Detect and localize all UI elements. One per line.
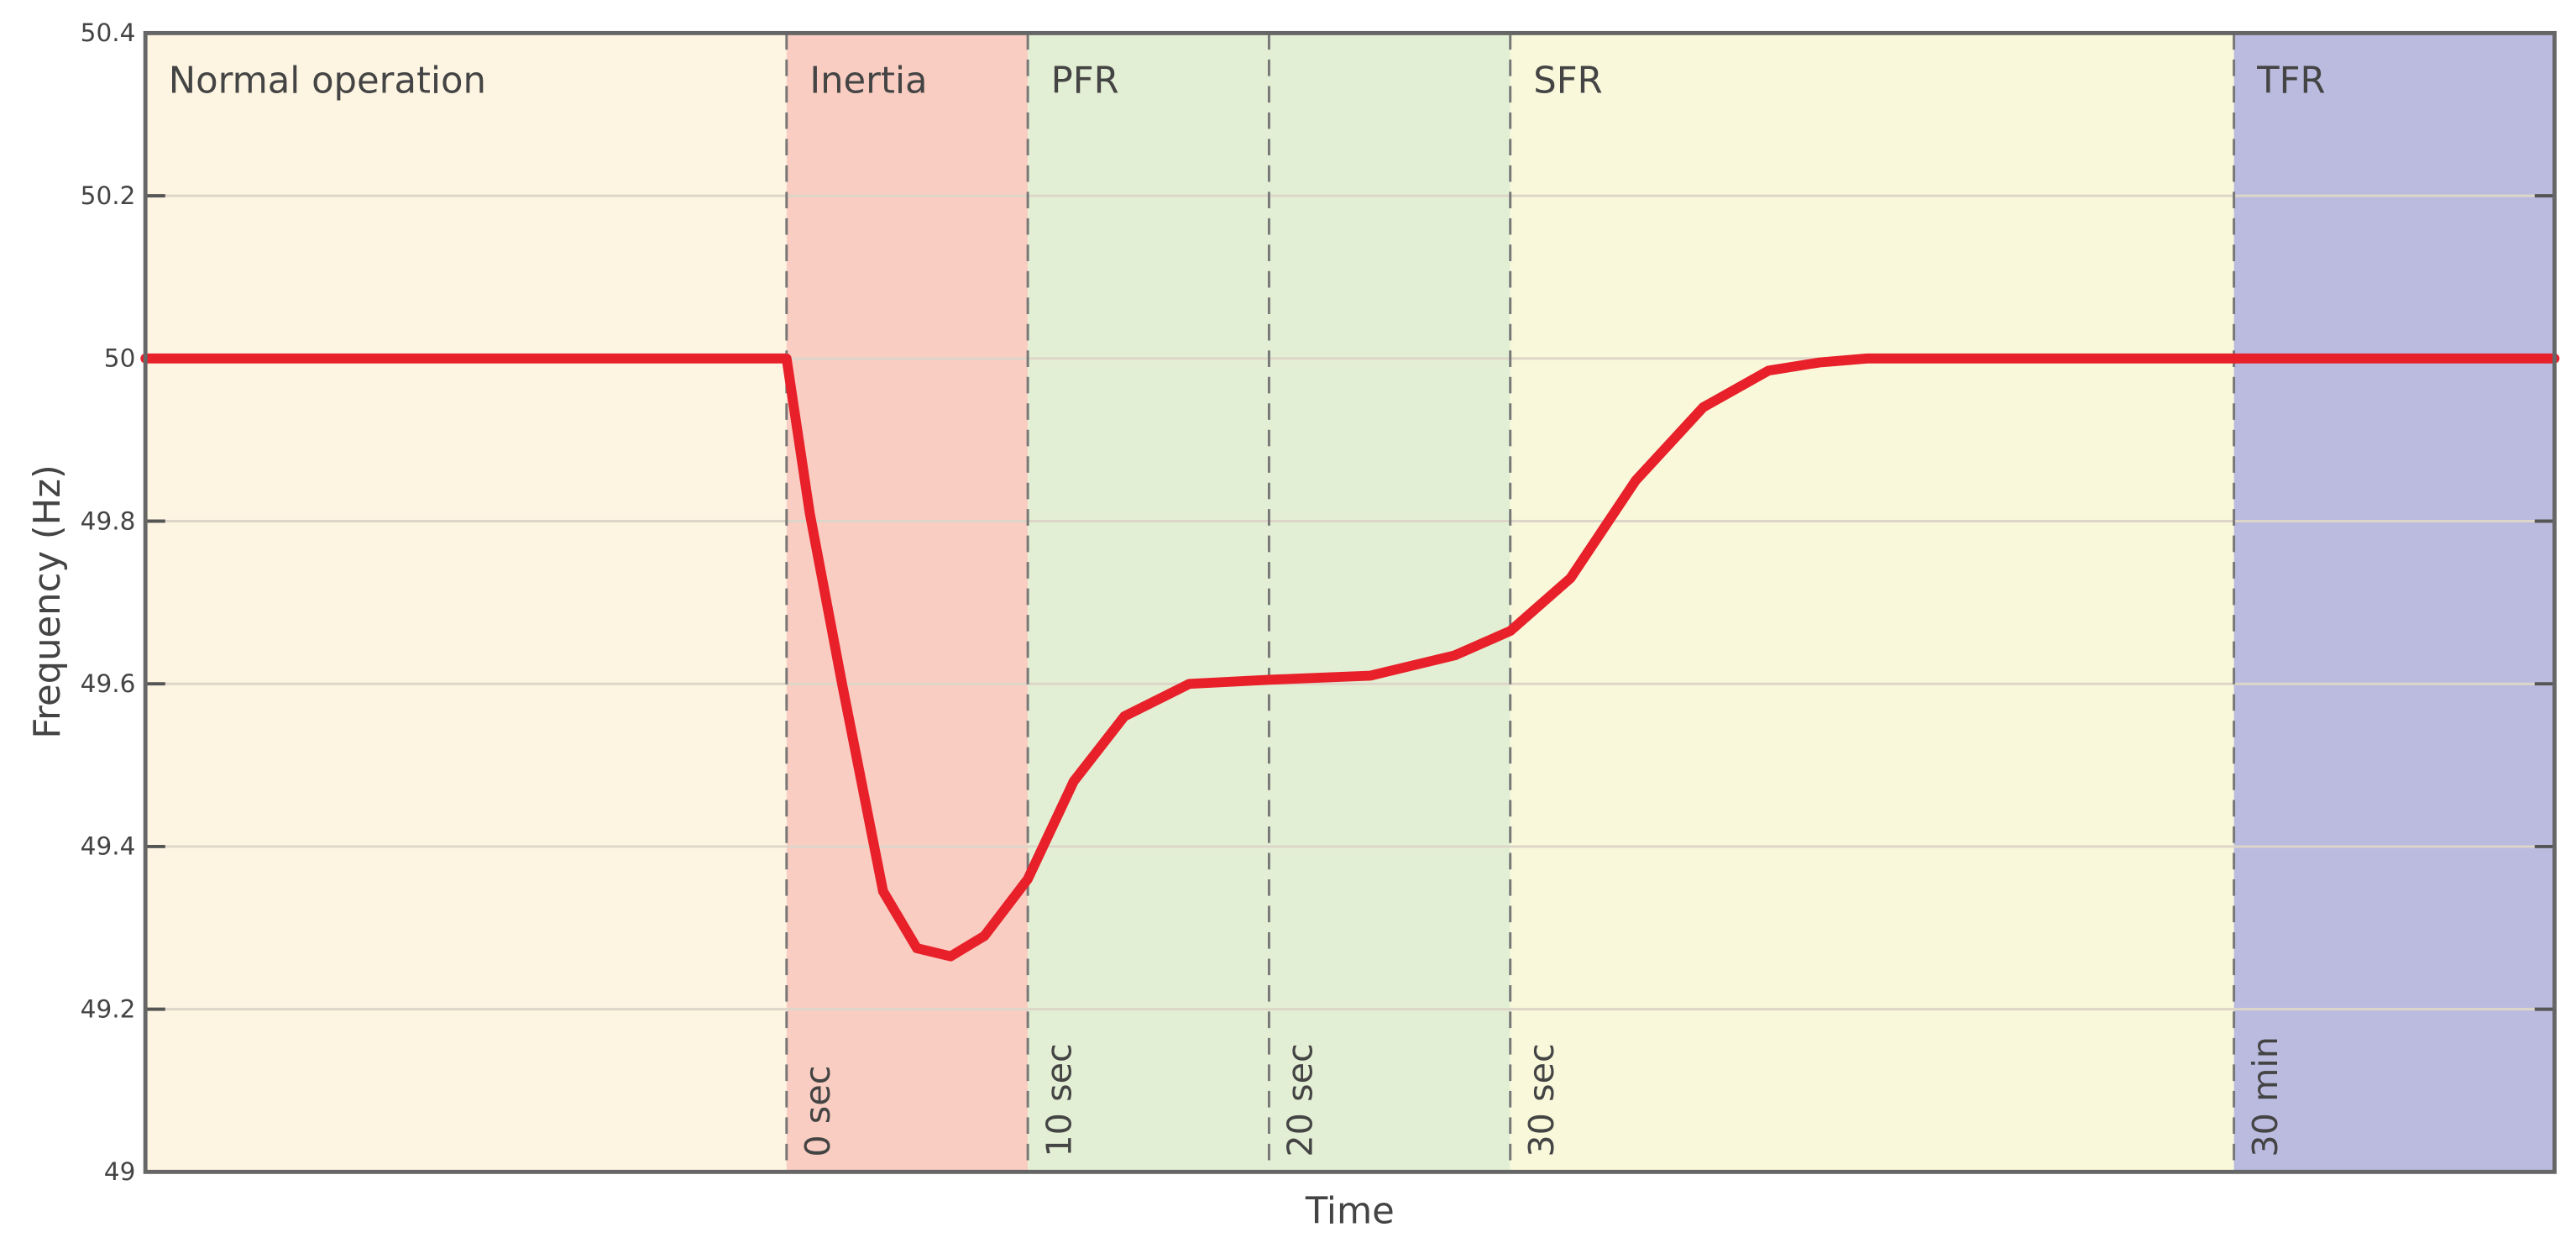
y-tick-label: 49 (104, 1157, 136, 1186)
region (1510, 33, 2234, 1172)
marker-label: 30 min (2245, 1036, 2285, 1157)
marker-label: 10 sec (1039, 1043, 1079, 1156)
y-tick-label: 49.2 (81, 994, 136, 1023)
x-axis-label: Time (1305, 1190, 1395, 1232)
region (2233, 33, 2555, 1172)
marker-label: 30 sec (1521, 1043, 1562, 1156)
region-label: PFR (1051, 60, 1119, 102)
marker-label: 20 sec (1280, 1043, 1321, 1156)
region-label: Normal operation (169, 60, 486, 102)
y-tick-label: 50 (104, 344, 136, 373)
y-tick-label: 50.4 (81, 18, 136, 47)
region (145, 33, 787, 1172)
region-label: Inertia (809, 60, 927, 102)
y-tick-label: 49.8 (81, 506, 136, 535)
y-axis-label: Frequency (Hz) (27, 464, 69, 738)
region-label: TFR (2256, 60, 2325, 102)
plot-frame (143, 30, 2557, 1174)
y-tick-label: 49.6 (81, 669, 136, 698)
region-label: SFR (1533, 60, 1602, 102)
y-tick-label: 50.2 (81, 181, 136, 210)
y-tick-label: 49.4 (81, 832, 136, 861)
marker-label: 0 sec (798, 1066, 838, 1157)
frequency-line (140, 353, 2560, 962)
